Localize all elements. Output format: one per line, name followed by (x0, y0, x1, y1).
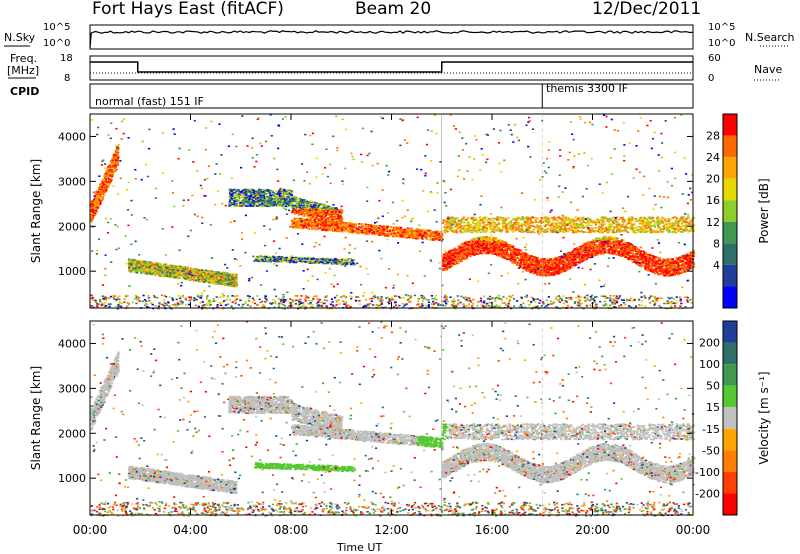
xtick-label: 12:00 (374, 523, 409, 537)
panel-0-colorbar-seg-1 (723, 136, 737, 158)
panel-0-colorbar-tick: 20 (706, 173, 720, 186)
xtick-label: 08:00 (274, 523, 309, 537)
xtick-label: 16:00 (475, 523, 510, 537)
panel-0-colorbar-seg-2 (723, 157, 737, 179)
beam-title: Beam 20 (355, 0, 431, 19)
panel-velocity-scatter (90, 321, 695, 516)
noise-panel-frame (90, 25, 693, 49)
panel-1-colorbar-tick: -200 (695, 487, 720, 500)
panel-0-colorbar-tick: 8 (713, 237, 720, 250)
panel-1-colorbar-seg-6 (723, 450, 737, 472)
cpid-label: CPID (10, 85, 39, 98)
panel-0-ytick-label: 1000 (58, 265, 86, 278)
panel-1-colorbar-seg-8 (723, 493, 737, 515)
freq-left-tick-top: 18 (60, 53, 73, 64)
noise-right-tick-bottom: 10^0 (708, 38, 735, 49)
panel-1-colorbar-tick: 100 (699, 358, 720, 371)
radar-plot: 1000200030004000Slant Range [km]28242016… (0, 0, 800, 554)
panel-0-colorbar-seg-3 (723, 179, 737, 201)
panel-0-colorbar-seg-4 (723, 200, 737, 222)
panel-1-colorbar-tick: 200 (699, 337, 720, 350)
cpid-mode-2: themis 3300 IF (546, 82, 628, 95)
noise-left-tick-top: 10^5 (43, 22, 70, 33)
panel-1-ytick-label: 2000 (58, 427, 86, 440)
panel-1-colorbar-tick: 50 (706, 380, 720, 393)
panel-power-scatter (90, 114, 695, 310)
panel-0-ylabel: Slant Range [km] (29, 159, 43, 263)
panel-0-ytick-label: 3000 (58, 175, 86, 188)
nsearch-label: N.Search (745, 31, 795, 44)
freq-panel-frame (90, 56, 693, 80)
panel-0-colorbar-seg-5 (723, 222, 737, 244)
panel-1-ytick-label: 1000 (58, 472, 86, 485)
date-title: 12/Dec/2011 (592, 0, 701, 19)
station-title: Fort Hays East (fitACF) (92, 0, 284, 19)
freq-right-tick-bottom: 0 (708, 73, 714, 84)
panel-1-colorbar-seg-1 (723, 343, 737, 365)
panel-0-colorbar-tick: 28 (706, 130, 720, 143)
panel-1-colorbar-tick: -15 (702, 423, 720, 436)
panel-0-ytick-label: 4000 (58, 130, 86, 143)
nave-label: Nave (754, 63, 782, 76)
panel-1-ylabel: Slant Range [km] (29, 366, 43, 470)
freq-right-tick-top: 60 (708, 53, 721, 64)
panel-1-colorbar-seg-7 (723, 472, 737, 494)
cpid-mode-1: normal (fast) 151 IF (95, 95, 204, 108)
xtick-label: 20:00 (575, 523, 610, 537)
xtick-label: 00:00 (73, 523, 108, 537)
panel-0-colorbar-label: Power [dB] (757, 178, 771, 243)
panel-0-colorbar-seg-8 (723, 286, 737, 308)
noise-right-tick-top: 10^5 (708, 22, 735, 33)
xtick-label: 00:00 (676, 523, 711, 537)
panel-1-ytick-label: 3000 (58, 382, 86, 395)
panel-0-ytick-label: 2000 (58, 220, 86, 233)
panel-0-colorbar-tick: 24 (706, 151, 720, 164)
nsky-label: N.Sky (4, 31, 35, 44)
panel-1-colorbar-tick: 15 (706, 401, 720, 414)
panel-1-ytick-label: 4000 (58, 337, 86, 350)
panel-1-colorbar-tick: -50 (702, 444, 720, 457)
panel-0-colorbar-seg-0 (723, 114, 737, 136)
freq-line (90, 62, 693, 72)
freq-left-tick-bottom: 8 (64, 73, 70, 84)
panel-1-colorbar-seg-3 (723, 386, 737, 408)
panel-1-colorbar-label: Velocity [m s⁻¹] (757, 371, 771, 464)
panel-0-colorbar-tick: 12 (706, 216, 720, 229)
panel-0-colorbar-seg-7 (723, 265, 737, 287)
panel-1-colorbar-seg-0 (723, 321, 737, 343)
panel-1-colorbar-seg-2 (723, 364, 737, 386)
x-axis-label: Time UT (337, 541, 382, 554)
panel-1-colorbar-tick: -100 (695, 466, 720, 479)
noise-left-tick-bottom: 10^0 (43, 38, 70, 49)
panel-0-colorbar-seg-6 (723, 243, 737, 265)
panel-0-colorbar-tick: 16 (706, 194, 720, 207)
panel-1-colorbar-seg-4 (723, 407, 737, 429)
freq-unit-label: [MHz] (7, 64, 39, 77)
panel-0-colorbar-tick: 4 (713, 259, 720, 272)
panel-1-colorbar-seg-5 (723, 429, 737, 451)
noise-sky-line (90, 31, 693, 48)
xtick-label: 04:00 (173, 523, 208, 537)
